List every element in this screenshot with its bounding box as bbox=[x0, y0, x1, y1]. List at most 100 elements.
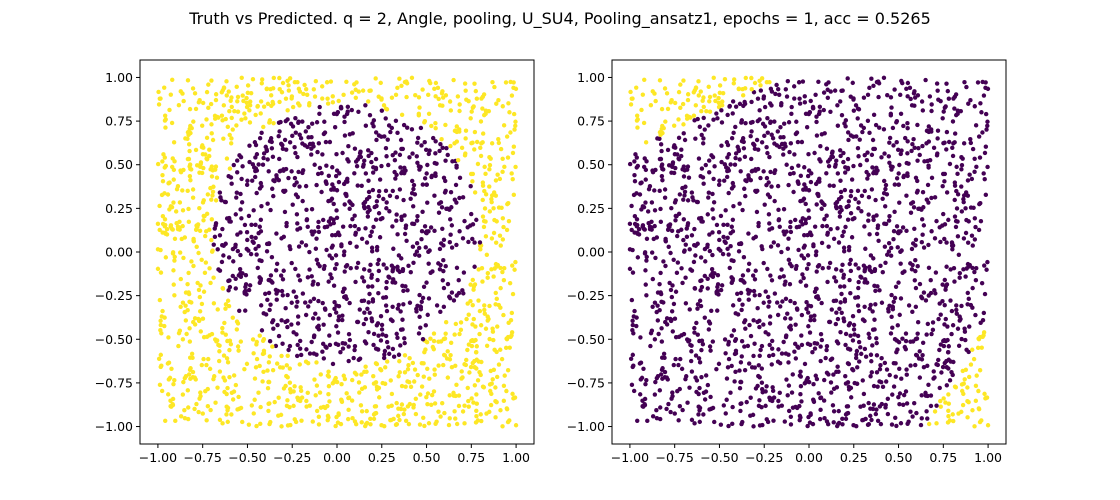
truth-point-class-1 bbox=[191, 119, 196, 124]
predicted-point-class-0 bbox=[909, 246, 915, 252]
truth-point-class-1 bbox=[511, 395, 517, 401]
truth-point-class-0 bbox=[218, 195, 223, 200]
predicted-point-class-0 bbox=[851, 134, 856, 139]
truth-point-class-1 bbox=[477, 308, 483, 314]
truth-x-ticks: −1.00 −0.75 −0.50 −0.25 0.00 0.25 0.50 0.75 1.00 bbox=[139, 444, 530, 465]
truth-point-class-1 bbox=[359, 372, 364, 377]
truth-point-class-1 bbox=[326, 369, 331, 374]
predicted-point-class-0 bbox=[710, 230, 715, 235]
truth-point-class-1 bbox=[349, 398, 355, 403]
predicted-point-class-0 bbox=[882, 151, 887, 156]
predicted-point-class-0 bbox=[934, 81, 940, 86]
predicted-point-class-0 bbox=[723, 208, 728, 213]
truth-point-class-0 bbox=[376, 268, 382, 274]
truth-point-class-1 bbox=[464, 97, 469, 102]
truth-point-class-1 bbox=[421, 415, 426, 420]
predicted-point-class-0 bbox=[961, 193, 967, 198]
truth-point-class-0 bbox=[449, 205, 454, 210]
truth-point-class-1 bbox=[156, 102, 162, 107]
predicted-point-class-1 bbox=[639, 107, 644, 113]
truth-point-class-1 bbox=[421, 374, 426, 379]
predicted-point-class-0 bbox=[742, 344, 747, 349]
truth-point-class-0 bbox=[411, 204, 416, 209]
truth-point-class-1 bbox=[227, 338, 233, 343]
truth-point-class-0 bbox=[363, 123, 369, 128]
truth-point-class-1 bbox=[373, 76, 378, 81]
predicted-point-class-0 bbox=[874, 165, 879, 170]
predicted-point-class-0 bbox=[679, 153, 684, 159]
predicted-point-class-0 bbox=[822, 216, 827, 222]
truth-point-class-0 bbox=[297, 338, 303, 344]
predicted-point-class-0 bbox=[669, 294, 675, 300]
predicted-point-class-0 bbox=[931, 369, 936, 374]
truth-point-class-0 bbox=[356, 109, 361, 115]
truth-point-class-0 bbox=[327, 342, 333, 348]
truth-point-class-1 bbox=[277, 365, 283, 370]
predicted-point-class-0 bbox=[725, 235, 730, 241]
predicted-point-class-0 bbox=[761, 300, 766, 305]
predicted-point-class-0 bbox=[662, 195, 668, 200]
predicted-point-class-0 bbox=[945, 88, 951, 94]
predicted-point-class-0 bbox=[968, 98, 973, 103]
predicted-point-class-0 bbox=[692, 242, 697, 248]
predicted-point-class-0 bbox=[924, 141, 929, 146]
predicted-point-class-0 bbox=[716, 246, 721, 252]
truth-point-class-1 bbox=[422, 120, 427, 125]
predicted-point-class-0 bbox=[798, 173, 804, 179]
truth-point-class-0 bbox=[324, 345, 329, 350]
predicted-point-class-0 bbox=[757, 108, 762, 113]
truth-point-class-1 bbox=[472, 364, 477, 370]
predicted-point-class-0 bbox=[948, 359, 953, 364]
predicted-point-class-0 bbox=[985, 123, 990, 129]
predicted-point-class-1 bbox=[932, 409, 938, 414]
truth-point-class-0 bbox=[326, 279, 331, 284]
predicted-point-class-0 bbox=[748, 395, 753, 400]
truth-point-class-1 bbox=[231, 389, 237, 394]
predicted-point-class-0 bbox=[681, 249, 687, 254]
truth-point-class-0 bbox=[213, 221, 219, 226]
truth-point-class-0 bbox=[245, 178, 250, 183]
predicted-point-class-0 bbox=[767, 342, 772, 348]
predicted-point-class-0 bbox=[946, 217, 951, 223]
predicted-point-class-0 bbox=[796, 163, 801, 168]
predicted-point-class-0 bbox=[634, 323, 639, 329]
truth-point-class-0 bbox=[370, 299, 376, 304]
predicted-point-class-0 bbox=[699, 347, 704, 353]
truth-point-class-1 bbox=[494, 374, 500, 380]
truth-point-class-0 bbox=[323, 139, 329, 145]
truth-point-class-0 bbox=[347, 206, 352, 211]
truth-point-class-1 bbox=[373, 361, 379, 366]
predicted-point-class-0 bbox=[852, 215, 857, 221]
predicted-point-class-0 bbox=[841, 229, 846, 234]
truth-point-class-1 bbox=[178, 414, 184, 419]
predicted-point-class-1 bbox=[685, 97, 691, 103]
truth-point-class-1 bbox=[239, 75, 244, 81]
predicted-point-class-0 bbox=[894, 423, 899, 429]
predicted-point-class-0 bbox=[718, 213, 724, 219]
predicted-point-class-0 bbox=[683, 242, 688, 247]
truth-point-class-1 bbox=[265, 101, 271, 107]
predicted-point-class-0 bbox=[676, 211, 682, 217]
predicted-point-class-0 bbox=[683, 275, 688, 280]
predicted-point-class-0 bbox=[748, 413, 753, 418]
truth-point-class-0 bbox=[220, 242, 225, 248]
predicted-point-class-0 bbox=[965, 240, 971, 245]
truth-point-class-1 bbox=[156, 356, 162, 361]
predicted-point-class-0 bbox=[938, 312, 943, 317]
truth-y-tick-label: 0.00 bbox=[105, 245, 133, 260]
truth-point-class-0 bbox=[313, 311, 318, 316]
predicted-point-class-0 bbox=[959, 155, 964, 160]
truth-point-class-1 bbox=[203, 260, 209, 265]
truth-point-class-0 bbox=[321, 217, 326, 223]
truth-point-class-1 bbox=[172, 254, 177, 260]
predicted-point-class-0 bbox=[840, 422, 845, 427]
truth-point-class-1 bbox=[269, 103, 274, 109]
truth-point-class-1 bbox=[473, 350, 479, 355]
truth-point-class-0 bbox=[386, 123, 392, 128]
predicted-point-class-0 bbox=[928, 393, 934, 398]
truth-point-class-0 bbox=[315, 171, 321, 177]
predicted-point-class-0 bbox=[852, 380, 857, 386]
predicted-point-class-0 bbox=[847, 321, 853, 326]
predicted-point-class-0 bbox=[660, 178, 665, 183]
predicted-point-class-0 bbox=[671, 362, 676, 368]
